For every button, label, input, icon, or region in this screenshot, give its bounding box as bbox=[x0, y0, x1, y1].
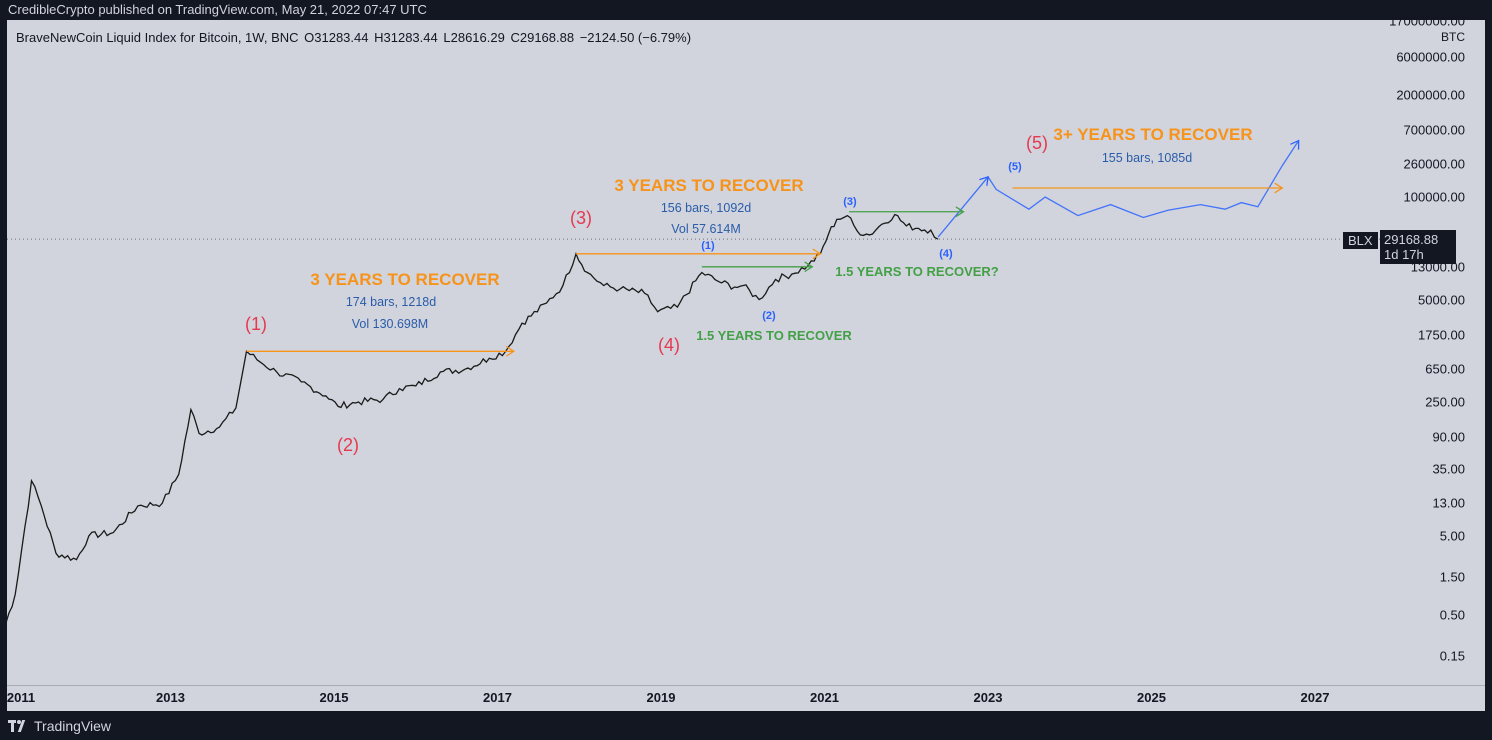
price-tick-12: 35.00 bbox=[1432, 461, 1465, 477]
price-tick-8: 1750.00 bbox=[1418, 327, 1465, 343]
scale-corner bbox=[1380, 685, 1485, 711]
last-price-value: 29168.88 bbox=[1384, 232, 1439, 247]
price-tick-9: 650.00 bbox=[1425, 361, 1465, 377]
price-tick-13: 13.00 bbox=[1432, 495, 1465, 511]
time-tick-2013: 2013 bbox=[156, 690, 185, 705]
recover1-vol: Vol 130.698M bbox=[351, 317, 429, 331]
wave-blue-4: (4) bbox=[939, 248, 953, 260]
low-value: 28616.29 bbox=[450, 30, 505, 45]
recover3-bars: 155 bars, 1085d bbox=[1101, 151, 1193, 165]
symbol-legend: BraveNewCoin Liquid Index for Bitcoin, 1… bbox=[16, 30, 691, 45]
publisher-line: CredibleCrypto published on TradingView.… bbox=[8, 2, 427, 17]
price-tick-1: 6000000.00 bbox=[1396, 49, 1465, 65]
chart-pane[interactable]: BraveNewCoin Liquid Index for Bitcoin, 1… bbox=[7, 20, 1380, 685]
price-tick-0: 17000000.00 bbox=[1389, 13, 1465, 29]
recover2-bars: 156 bars, 1092d bbox=[660, 201, 752, 215]
wave-red-4: (4) bbox=[658, 335, 680, 355]
close-label: C bbox=[510, 30, 520, 45]
price-tick-4: 260000.00 bbox=[1403, 156, 1465, 172]
projection-arrow-2 bbox=[1290, 139, 1300, 150]
recovery-arrow-1 bbox=[505, 345, 516, 357]
recover2-title: 3 YEARS TO RECOVER bbox=[614, 176, 804, 195]
recovery-arrow-5 bbox=[955, 206, 965, 218]
recovery-arrow-2 bbox=[812, 248, 822, 260]
close-value: 29168.88 bbox=[519, 30, 575, 45]
price-scale[interactable]: BTC 17000000.00 6000000.00 2000000.00 70000… bbox=[1380, 14, 1485, 685]
recover1-bars: 174 bars, 1218d bbox=[345, 295, 437, 309]
wave-blue-5: (5) bbox=[1008, 161, 1022, 173]
price-tick-5: 100000.00 bbox=[1403, 189, 1465, 205]
wave-red-3: (3) bbox=[570, 208, 592, 228]
symbol-price-tag: BLX bbox=[1343, 232, 1378, 249]
price-tick-7: 5000.00 bbox=[1418, 292, 1465, 307]
open-value: 31283.44 bbox=[314, 30, 369, 45]
recover1-title: 3 YEARS TO RECOVER bbox=[310, 270, 500, 289]
wave-blue-3: (3) bbox=[843, 196, 857, 208]
price-tick-14: 5.00 bbox=[1439, 528, 1465, 544]
projection-path bbox=[937, 140, 1300, 238]
green-recover-label-2: 1.5 YEARS TO RECOVER? bbox=[835, 264, 999, 279]
price-tick-17: 0.15 bbox=[1439, 648, 1465, 664]
recovery-arrow-3 bbox=[1274, 182, 1284, 194]
change-value: −2124.50 (−6.79%) bbox=[579, 30, 692, 45]
high-label: H bbox=[374, 30, 384, 45]
green-recover-label-1: 1.5 YEARS TO RECOVER bbox=[696, 328, 852, 343]
time-tick-2017: 2017 bbox=[483, 690, 512, 705]
wave-blue-1: (1) bbox=[701, 240, 715, 252]
projection-arrow-1 bbox=[979, 175, 989, 186]
price-tick-16: 0.50 bbox=[1439, 607, 1465, 623]
price-unit: BTC bbox=[1441, 30, 1465, 44]
last-price-tag: 29168.88 1d 17h bbox=[1380, 230, 1456, 264]
price-tick-15: 1.50 bbox=[1439, 569, 1465, 585]
time-tick-2023: 2023 bbox=[973, 690, 1003, 705]
time-tick-2011: 2011 bbox=[6, 690, 36, 705]
price-tick-11: 90.00 bbox=[1432, 429, 1465, 445]
time-tick-2015: 2015 bbox=[319, 690, 349, 705]
wave-red-5: (5) bbox=[1026, 133, 1048, 153]
footer-brand[interactable]: TradingView bbox=[8, 714, 111, 738]
wave-red-1: (1) bbox=[245, 314, 267, 334]
recovery-arrow-4 bbox=[804, 261, 814, 273]
time-tick-2027: 2027 bbox=[1300, 690, 1330, 705]
recover3-title: 3+ YEARS TO RECOVER bbox=[1053, 125, 1253, 144]
price-tick-10: 250.00 bbox=[1425, 394, 1465, 410]
recover2-vol: Vol 57.614M bbox=[671, 222, 741, 236]
open-label: O bbox=[304, 30, 315, 45]
time-tick-2021: 2021 bbox=[810, 690, 839, 705]
low-label: L bbox=[443, 30, 451, 45]
wave-red-2: (2) bbox=[337, 435, 359, 455]
bar-countdown: 1d 17h bbox=[1384, 247, 1424, 262]
time-tick-2019: 2019 bbox=[646, 690, 676, 705]
high-value: 31283.44 bbox=[383, 30, 438, 45]
price-tick-3: 700000.00 bbox=[1403, 122, 1465, 138]
wave-blue-2: (2) bbox=[762, 310, 776, 322]
price-chart-svg[interactable] bbox=[7, 20, 1380, 685]
tradingview-logo-icon bbox=[8, 720, 28, 732]
time-tick-2025: 2025 bbox=[1137, 690, 1166, 705]
time-scale[interactable]: 2011 2013 2015 2017 2019 2021 2023 2025 2027 bbox=[7, 685, 1380, 711]
price-tick-2: 2000000.00 bbox=[1396, 87, 1465, 102]
footer-brand-label: TradingView bbox=[34, 718, 112, 734]
symbol-line: BraveNewCoin Liquid Index for Bitcoin, 1… bbox=[16, 30, 299, 45]
price-series-line bbox=[7, 213, 939, 622]
